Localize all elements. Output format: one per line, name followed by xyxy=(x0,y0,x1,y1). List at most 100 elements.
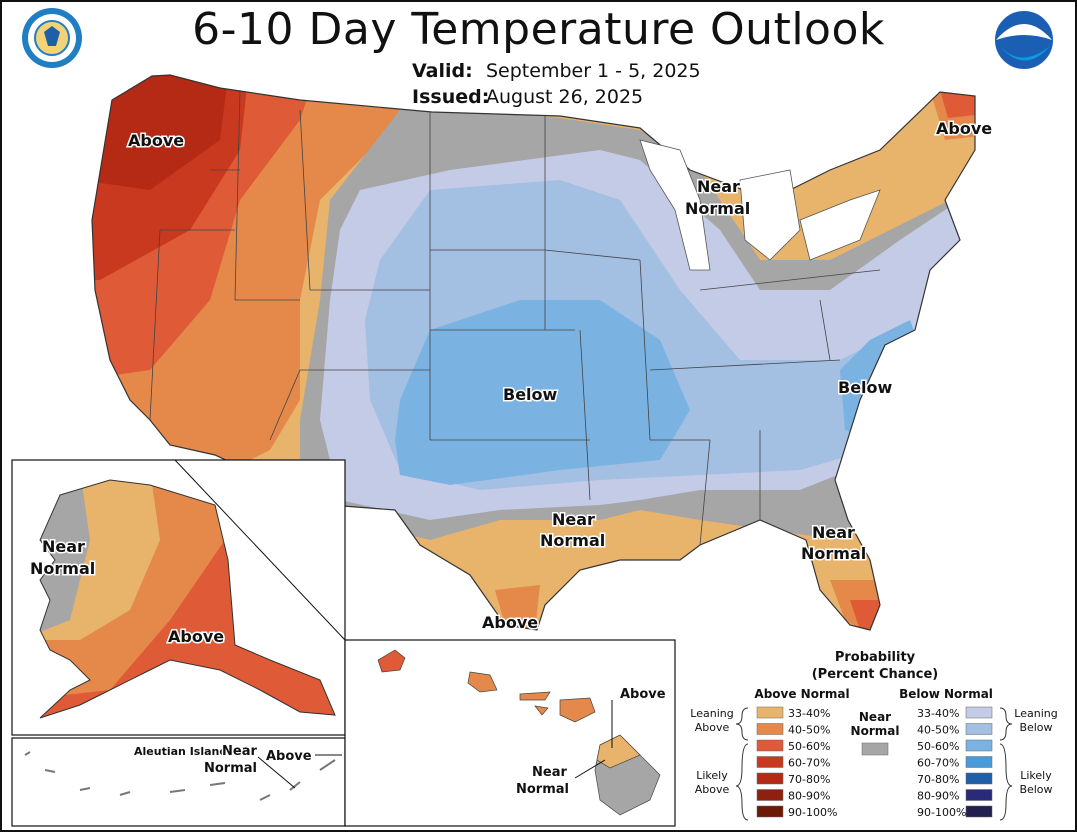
legend-brace-likely-above xyxy=(735,743,749,821)
legend-title: Probability xyxy=(835,650,916,665)
date-block: Valid: September 1 - 5, 2025 Issued:Augus… xyxy=(412,58,701,110)
legend-brace-leaning-above xyxy=(735,707,749,741)
legend-leaning-below: Leaning xyxy=(1014,707,1057,720)
big-island-above-shape xyxy=(596,734,641,769)
label-aleutian-near: Near xyxy=(222,744,257,759)
legend-below-swatch-1 xyxy=(965,706,993,719)
legend-below-swatch-7 xyxy=(965,805,993,818)
legend-above-header: Above Normal xyxy=(754,687,849,701)
noaa-logo-icon xyxy=(993,9,1055,71)
legend-above-swatch-7 xyxy=(756,805,784,818)
legend-near-swatch xyxy=(861,742,889,756)
legend-above-swatch-4 xyxy=(756,756,784,768)
label-west-above: Above xyxy=(128,131,184,150)
legend-brace-likely-below xyxy=(999,743,1013,821)
legend-above-swatch-5 xyxy=(756,772,784,785)
label-southeast-below: Below xyxy=(838,378,893,397)
label-great-lakes-normal: Normal xyxy=(685,199,750,218)
hawaii-inset xyxy=(344,639,676,827)
page-title: 6-10 Day Temperature Outlook xyxy=(192,4,885,55)
legend-leaning-below-2: Below xyxy=(1019,721,1052,734)
legend-above-level-3: 50-60% xyxy=(788,740,830,753)
label-aleutian-above: Above xyxy=(266,749,312,764)
legend-above-level-4: 60-70% xyxy=(788,757,830,770)
alaska-outline xyxy=(39,479,336,719)
legend-above-swatch-3 xyxy=(756,739,784,752)
florida-above-50-region xyxy=(850,600,880,630)
legend-brace-leaning-below xyxy=(999,707,1013,741)
legend-likely-below: Likely xyxy=(1020,769,1052,782)
below-50-region xyxy=(395,300,690,485)
legend-above-swatch-1 xyxy=(756,706,784,719)
label-gulf-near: Near xyxy=(552,510,595,529)
label-northeast-above: Above xyxy=(936,119,992,138)
label-aleutian-normal: Normal xyxy=(204,761,257,776)
legend-leaning-above: Leaning xyxy=(690,707,733,720)
label-great-lakes-near: Near xyxy=(697,177,740,196)
legend-below-level-7: 90-100% xyxy=(917,806,966,819)
maui-county-shape xyxy=(519,691,596,723)
label-central-below: Below xyxy=(503,385,558,404)
label-aleutian-islands: Aleutian Islands xyxy=(134,745,234,758)
aleutian-leaders xyxy=(257,754,342,789)
texas-above-40-region xyxy=(495,585,540,630)
legend-above-swatch-6 xyxy=(756,789,784,801)
alaska-near-normal-region xyxy=(40,480,90,640)
legend-above-level-7: 90-100% xyxy=(788,806,837,819)
commerce-seal-icon xyxy=(22,8,82,68)
kauai-shape xyxy=(377,649,406,673)
label-alaska-normal: Normal xyxy=(30,559,95,578)
legend-normal-label: Normal xyxy=(851,724,900,738)
legend-above-level-6: 80-90% xyxy=(788,790,830,803)
issued-label: Issued: xyxy=(412,86,490,108)
legend-above-level-1: 33-40% xyxy=(788,707,830,720)
maine-above-50-region xyxy=(940,90,975,118)
outlook-bands xyxy=(92,75,975,630)
label-texas-above: Above xyxy=(482,613,538,632)
legend: Probability (Percent Chance) Above Norma… xyxy=(690,650,1058,821)
legend-likely-above: Likely xyxy=(696,769,728,782)
legend-below-level-3: 50-60% xyxy=(917,740,959,753)
legend-below-level-5: 70-80% xyxy=(917,773,959,786)
legend-leaning-above-2: Above xyxy=(695,721,730,734)
legend-below-level-4: 60-70% xyxy=(917,757,959,770)
alaska-bands xyxy=(40,480,225,700)
legend-rows: 33-40% 40-50% 50-60% 60-70% 70-80% 80-90% 90-1… xyxy=(756,706,993,819)
label-hawaii-above: Above xyxy=(620,687,666,702)
legend-below-header: Below Normal xyxy=(899,687,993,701)
legend-below-swatch-6 xyxy=(965,789,993,801)
legend-near-label: Near xyxy=(859,710,891,724)
legend-above-level-5: 70-80% xyxy=(788,773,830,786)
legend-below-level-6: 80-90% xyxy=(917,790,959,803)
label-alaska-near: Near xyxy=(42,537,85,556)
conus-map xyxy=(91,74,976,631)
label-hawaii-normal: Normal xyxy=(516,782,569,797)
legend-below-swatch-2 xyxy=(965,723,993,735)
issued-value: August 26, 2025 xyxy=(486,86,644,108)
legend-above-swatch-2 xyxy=(756,723,784,735)
legend-subtitle: (Percent Chance) xyxy=(812,667,939,682)
inset-divider xyxy=(174,459,346,641)
aleutian-inset-frame xyxy=(11,737,346,827)
label-alaska-above: Above xyxy=(168,627,224,646)
valid-label: Valid: xyxy=(412,60,473,82)
alaska-inset xyxy=(11,459,346,827)
oahu-shape xyxy=(467,671,498,693)
label-hawaii-near: Near xyxy=(532,765,567,780)
label-gulf-normal: Normal xyxy=(540,531,605,550)
valid-value: September 1 - 5, 2025 xyxy=(486,60,701,82)
label-florida-near: Near xyxy=(812,523,855,542)
state-borders xyxy=(149,89,881,546)
label-florida-normal: Normal xyxy=(801,544,866,563)
conus-outline xyxy=(91,74,976,631)
hawaii-leaders xyxy=(574,700,613,779)
aleutian-islands-shape xyxy=(24,751,336,801)
great-lakes xyxy=(639,139,881,271)
legend-below-level-1: 33-40% xyxy=(917,707,959,720)
legend-likely-below-2: Below xyxy=(1019,783,1052,796)
legend-likely-above-2: Above xyxy=(695,783,730,796)
legend-below-swatch-3 xyxy=(965,739,993,752)
legend-below-swatch-4 xyxy=(965,756,993,768)
